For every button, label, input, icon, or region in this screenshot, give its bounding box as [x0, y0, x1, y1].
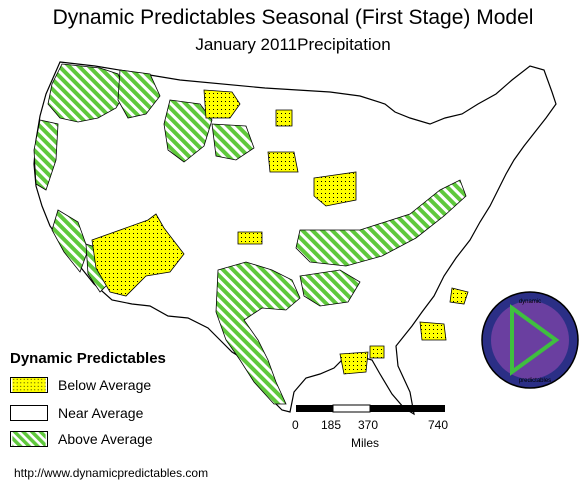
california-region	[51, 209, 89, 273]
north-dakota-region	[275, 109, 293, 127]
mississippi-region	[369, 345, 385, 359]
page-subtitle: January 2011Precipitation	[195, 35, 391, 54]
legend-label-above: Above Average	[58, 431, 153, 447]
nebraska-region	[267, 151, 299, 173]
georgia-region	[419, 321, 447, 341]
texas-region	[215, 261, 301, 405]
scale-tick-370: 370	[358, 418, 379, 432]
website-url[interactable]: http://www.dynamicpredictables.com	[14, 466, 209, 480]
pacific-northwest-region	[47, 63, 127, 123]
montana-region	[203, 89, 241, 119]
scale-tick-185: 185	[321, 418, 342, 432]
above-average-swatch	[10, 431, 48, 447]
usa-outline	[33, 61, 557, 416]
page-title: Dynamic Predictables Seasonal (First Sta…	[52, 6, 534, 29]
near-average-swatch	[10, 405, 48, 421]
legend-label-below: Below Average	[58, 377, 152, 393]
wyoming-region	[211, 123, 255, 161]
carolina-region	[449, 287, 469, 305]
louisiana-region	[339, 351, 369, 375]
iowa-region	[313, 171, 357, 207]
ohio-valley-region	[295, 179, 467, 267]
idaho-montana-region	[117, 69, 161, 119]
scale-tick-0: 0	[292, 418, 299, 432]
arizona-region	[91, 213, 185, 297]
logo-text-bottom: predictables	[519, 378, 551, 384]
legend-label-near: Near Average	[58, 405, 144, 421]
scale-bar	[296, 404, 445, 413]
northern-rockies-region	[163, 99, 213, 163]
dynamic-predictables-logo: dynamic predictables	[481, 291, 579, 389]
below-average-swatch	[10, 377, 48, 393]
scale-tick-740: 740	[428, 418, 449, 432]
above-average-regions	[33, 63, 467, 405]
logo-text-top: dynamic	[519, 299, 541, 305]
below-average-regions	[91, 89, 469, 375]
scale-unit: Miles	[351, 436, 380, 450]
legend-title: Dynamic Predictables	[10, 350, 166, 367]
oregon-coast-region	[33, 119, 59, 191]
kansas-region	[237, 231, 263, 245]
south-central-region	[299, 269, 361, 307]
